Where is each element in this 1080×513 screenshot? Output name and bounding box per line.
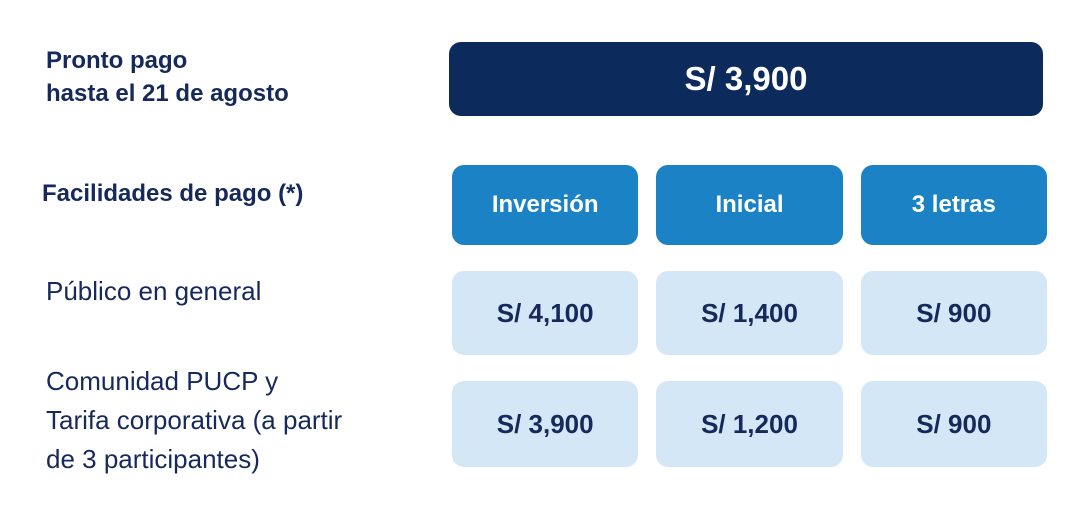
facilidades-de-pago-label: Facilidades de pago (*)	[42, 180, 304, 207]
price-cell-comunidad-3-letras: S/ 900	[860, 381, 1047, 467]
column-header-row: Inversión Inicial 3 letras	[452, 165, 1047, 245]
table-row-comunidad-pucp: S/ 3,900 S/ 1,200 S/ 900	[452, 381, 1047, 467]
price-cell-publico-3-letras: S/ 900	[860, 271, 1047, 355]
price-cell-publico-inversion: S/ 4,100	[452, 271, 639, 355]
row-label-publico-en-general: Público en general	[46, 276, 262, 306]
column-header-inversion: Inversión	[452, 165, 639, 245]
pronto-pago-price-banner: S/ 3,900	[449, 42, 1043, 116]
price-cell-comunidad-inversion: S/ 3,900	[452, 381, 639, 467]
price-cell-comunidad-inicial: S/ 1,200	[656, 381, 843, 467]
price-cell-publico-inicial: S/ 1,400	[656, 271, 843, 355]
pronto-pago-price: S/ 3,900	[684, 60, 808, 97]
column-header-inicial: Inicial	[656, 165, 843, 245]
column-header-3-letras: 3 letras	[860, 165, 1047, 245]
pronto-pago-label: Pronto pago hasta el 21 de agosto	[46, 47, 289, 107]
row-label-comunidad-pucp: Comunidad PUCP y Tarifa corporativa (a p…	[46, 366, 343, 474]
table-row-publico-en-general: S/ 4,100 S/ 1,400 S/ 900	[452, 271, 1047, 355]
